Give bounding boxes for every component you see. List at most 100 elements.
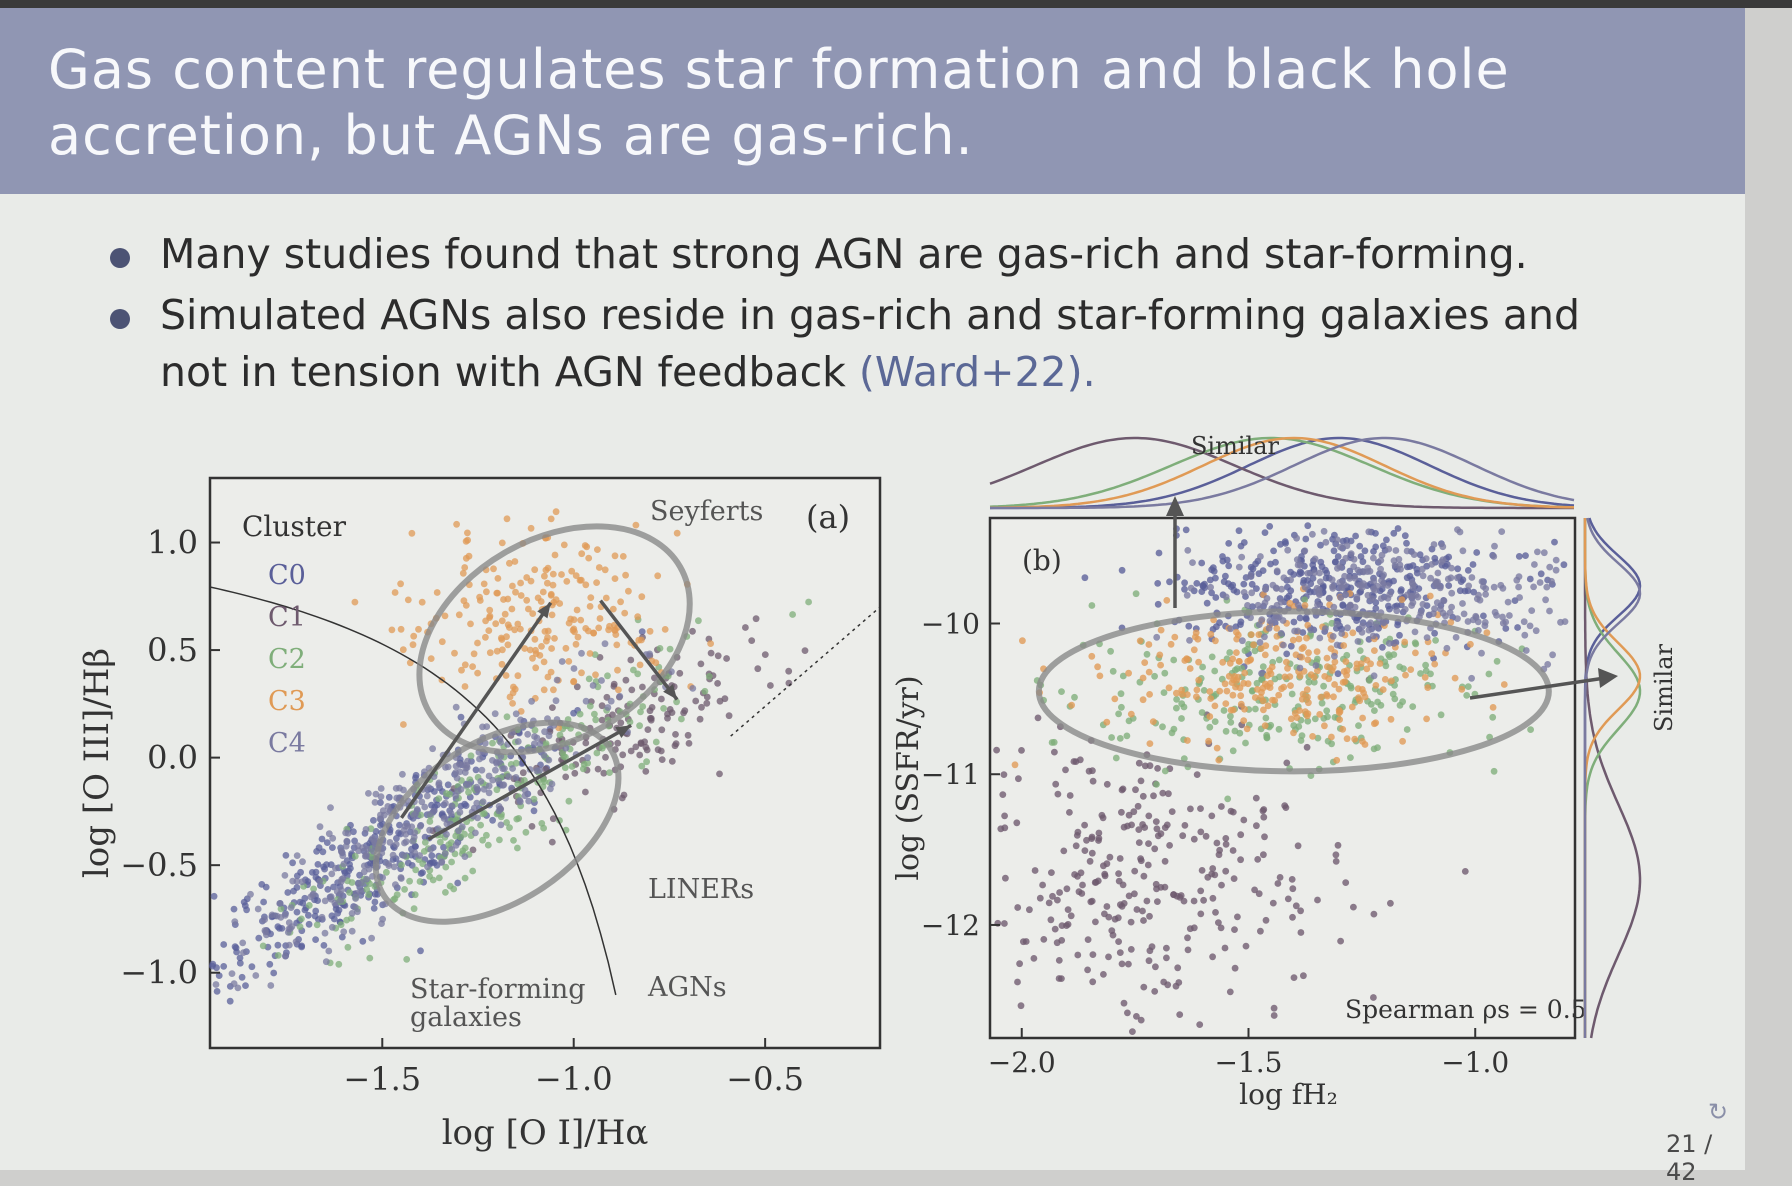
data-point-C0 <box>1182 526 1190 534</box>
data-point-C3 <box>486 606 494 614</box>
data-point-C0 <box>1522 552 1529 559</box>
data-point-C4 <box>412 809 420 817</box>
data-point-C2 <box>1374 744 1381 751</box>
data-point-C3 <box>532 650 540 657</box>
data-point-C3 <box>1146 691 1153 698</box>
data-point-C3 <box>406 659 414 667</box>
data-point-C2 <box>1489 713 1497 721</box>
data-point-C3 <box>415 625 422 633</box>
data-point-C3 <box>1096 672 1104 680</box>
data-point-C3 <box>523 596 531 604</box>
y-tick-label: −12 <box>921 909 980 942</box>
data-point-C0 <box>1290 618 1298 626</box>
data-point-C4 <box>1385 640 1393 647</box>
data-point-C4 <box>329 834 337 842</box>
data-point-C1 <box>1255 890 1263 898</box>
data-point-C0 <box>236 954 244 962</box>
data-point-C1 <box>1056 889 1063 896</box>
data-point-C4 <box>1326 594 1333 602</box>
data-point-C3 <box>562 644 570 652</box>
data-point-C0 <box>440 843 447 851</box>
data-point-C2 <box>585 675 593 683</box>
data-point-C4 <box>1346 574 1354 582</box>
data-point-C3 <box>399 646 407 654</box>
data-point-C2 <box>789 611 796 618</box>
data-point-C0 <box>370 817 377 824</box>
data-point-C4 <box>1207 583 1214 591</box>
data-point-C4 <box>1459 600 1466 607</box>
data-point-C4 <box>322 958 330 966</box>
x-tick-label: −2.0 <box>988 1046 1056 1079</box>
data-point-C4 <box>1546 563 1554 571</box>
data-point-C1 <box>742 624 749 631</box>
data-point-C0 <box>377 799 384 806</box>
data-point-C4 <box>328 870 336 878</box>
data-point-C2 <box>510 837 517 844</box>
data-point-C0 <box>248 963 256 971</box>
data-point-C3 <box>1125 669 1132 677</box>
citation-link[interactable]: (Ward+22). <box>858 348 1096 396</box>
data-point-C1 <box>1018 747 1025 754</box>
data-point-C4 <box>1528 607 1536 614</box>
data-point-C4 <box>509 765 516 772</box>
data-point-C3 <box>527 524 535 532</box>
data-point-C1 <box>1119 785 1127 793</box>
data-point-C1 <box>1146 947 1154 955</box>
data-point-C4 <box>1338 630 1346 637</box>
data-point-C0 <box>1118 566 1126 574</box>
data-point-C2 <box>530 795 538 803</box>
data-point-C0 <box>457 713 465 721</box>
data-point-C2 <box>1253 679 1261 687</box>
data-point-C1 <box>1270 1004 1278 1012</box>
data-point-C1 <box>1132 786 1139 794</box>
data-point-C4 <box>1546 607 1553 615</box>
data-point-C2 <box>643 758 650 766</box>
legend-entry-C3: C3 <box>268 686 306 717</box>
data-point-C3 <box>1247 631 1255 638</box>
data-point-C0 <box>428 852 436 860</box>
x-axis-label: log fH₂ <box>1239 1078 1338 1111</box>
data-point-C4 <box>1344 624 1351 632</box>
data-point-C4 <box>1453 574 1461 582</box>
right-marginal-C4 <box>1583 517 1642 1038</box>
data-point-C0 <box>1526 575 1534 583</box>
data-point-C0 <box>1406 572 1414 580</box>
data-point-C0 <box>1181 579 1188 587</box>
data-point-C3 <box>482 617 489 625</box>
data-point-C1 <box>1283 759 1291 767</box>
data-point-C3 <box>529 654 536 662</box>
data-point-C1 <box>1054 896 1061 904</box>
data-point-C2 <box>591 651 599 658</box>
data-point-C4 <box>239 939 247 947</box>
data-point-C3 <box>1240 679 1248 687</box>
data-point-C4 <box>299 858 306 866</box>
data-point-C4 <box>531 733 538 740</box>
data-point-C1 <box>1261 833 1268 841</box>
data-point-C3 <box>573 606 581 614</box>
data-point-C2 <box>363 886 371 893</box>
data-point-C3 <box>1333 756 1341 764</box>
data-point-C1 <box>1161 857 1169 865</box>
data-point-C2 <box>591 710 598 718</box>
data-point-C3 <box>1324 663 1331 671</box>
data-point-C3 <box>1355 694 1362 702</box>
data-point-C4 <box>1540 549 1548 557</box>
data-point-C3 <box>1328 733 1335 741</box>
data-point-C4 <box>1365 528 1373 536</box>
data-point-C3 <box>1278 685 1285 693</box>
data-point-C4 <box>1468 674 1475 682</box>
data-point-C1 <box>1039 881 1046 889</box>
data-point-C0 <box>1372 543 1380 551</box>
data-point-C0 <box>1249 565 1257 573</box>
data-point-C1 <box>1135 839 1143 846</box>
data-point-C2 <box>678 715 685 723</box>
data-point-C4 <box>500 781 508 789</box>
data-point-C2 <box>1224 795 1232 803</box>
data-point-C1 <box>632 743 640 751</box>
data-point-C4 <box>443 831 450 838</box>
loop-arrow-icon[interactable]: ↻ <box>1708 1098 1729 1126</box>
data-point-C3 <box>585 554 593 562</box>
data-point-C3 <box>1235 658 1243 665</box>
slide-title-line-2: accretion, but AGNs are gas-rich. <box>48 104 974 167</box>
bullet-text: not in tension with AGN feedback <box>160 348 859 396</box>
